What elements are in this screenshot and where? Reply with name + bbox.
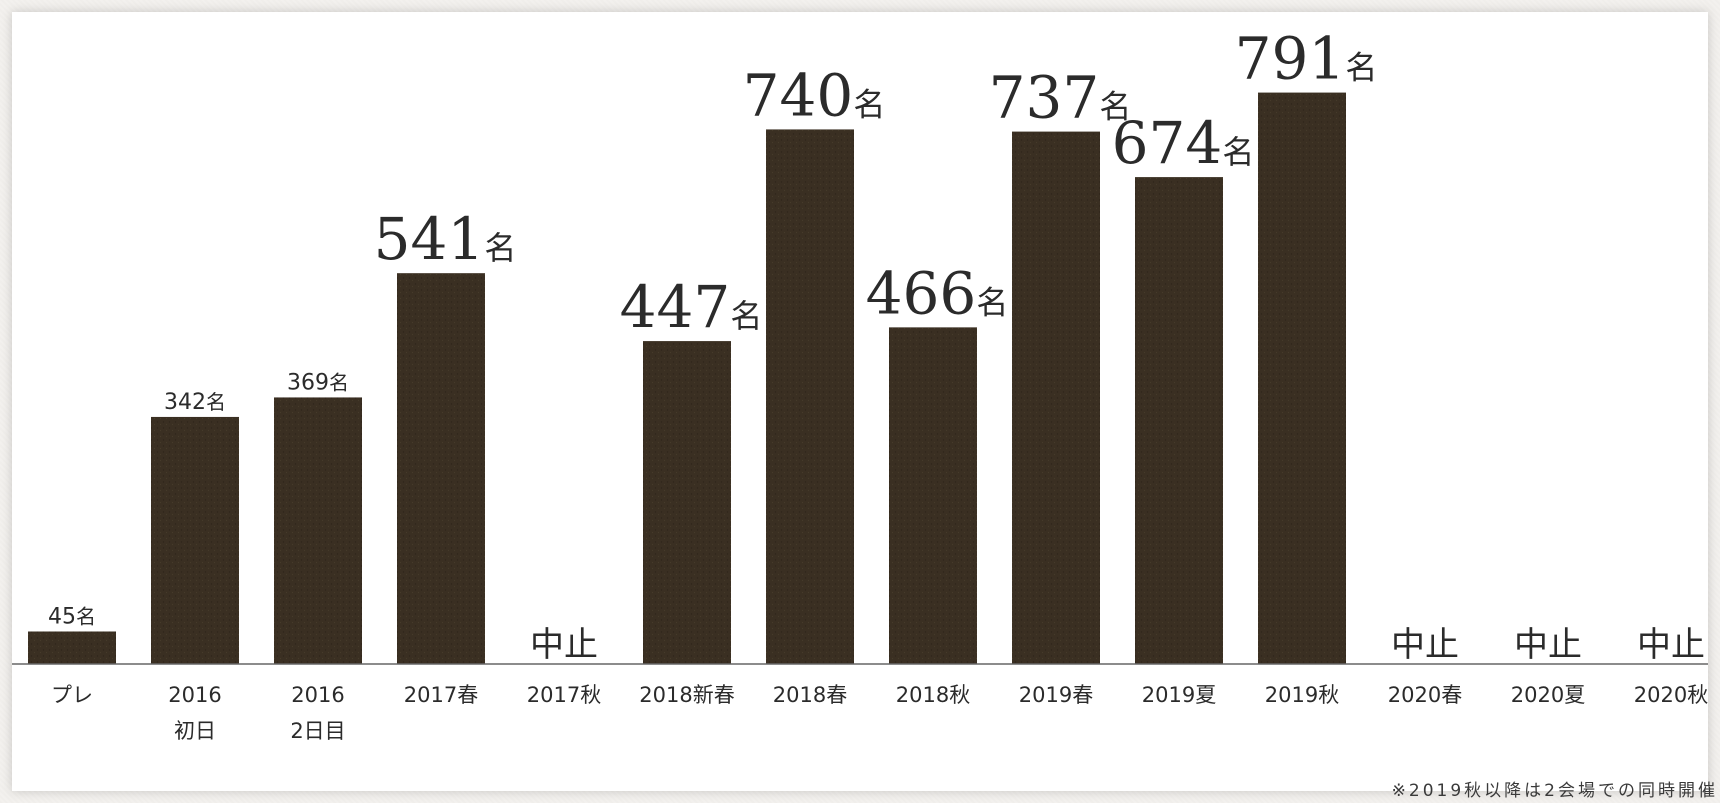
x-tick-label: 2018秋 bbox=[896, 683, 970, 707]
x-tick-label: 2020春 bbox=[1388, 683, 1462, 707]
bar bbox=[766, 129, 854, 664]
bar bbox=[643, 341, 731, 664]
x-tick-label: 2017春 bbox=[404, 683, 478, 707]
x-tick-label: 2019春 bbox=[1019, 683, 1093, 707]
x-tick-label: 初日 bbox=[174, 719, 216, 743]
x-tick-label: プレ bbox=[51, 683, 93, 707]
cancelled-label: 中止 bbox=[530, 625, 598, 665]
data-label: 740名 bbox=[743, 61, 886, 129]
footnote: ※2019秋以降は2会場での同時開催 bbox=[1391, 781, 1718, 801]
data-label: 466名 bbox=[866, 259, 1009, 327]
chart-panel: 45名プレ 342名 2016 初日 369名 2016 2日目 541名 2017春 中止 201… bbox=[12, 12, 1708, 791]
bar bbox=[889, 327, 977, 664]
bar bbox=[1135, 177, 1223, 664]
bar bbox=[1012, 131, 1100, 665]
x-tick-label: 2018新春 bbox=[639, 683, 734, 707]
data-label: 674名 bbox=[1112, 109, 1255, 177]
data-label: 45名 bbox=[48, 604, 96, 629]
x-tick-label: 2016 bbox=[168, 683, 221, 707]
data-label: 369名 bbox=[287, 370, 349, 395]
x-tick-label: 2020秋 bbox=[1634, 683, 1708, 707]
bar bbox=[28, 631, 116, 664]
x-tick-label: 2019夏 bbox=[1142, 683, 1216, 707]
x-tick-label: 2017秋 bbox=[527, 683, 601, 707]
data-label: 791名 bbox=[1235, 25, 1378, 93]
cancelled-label: 中止 bbox=[1637, 625, 1705, 665]
x-tick-label: 2日目 bbox=[290, 719, 345, 743]
bar bbox=[151, 416, 239, 664]
x-tick-label: 2019秋 bbox=[1265, 683, 1339, 707]
x-tick-label: 2016 bbox=[291, 683, 344, 707]
data-label: 737名 bbox=[989, 64, 1132, 132]
cancelled-label: 中止 bbox=[1391, 625, 1459, 665]
bar bbox=[274, 397, 362, 664]
x-tick-label: 2018春 bbox=[773, 683, 847, 707]
cancelled-label: 中止 bbox=[1514, 625, 1582, 665]
data-label: 447名 bbox=[620, 273, 763, 341]
bar bbox=[397, 273, 485, 664]
x-tick-label: 2020夏 bbox=[1511, 683, 1585, 707]
bar bbox=[1258, 92, 1346, 664]
data-label: 541名 bbox=[374, 205, 517, 273]
data-label: 342名 bbox=[164, 390, 226, 415]
